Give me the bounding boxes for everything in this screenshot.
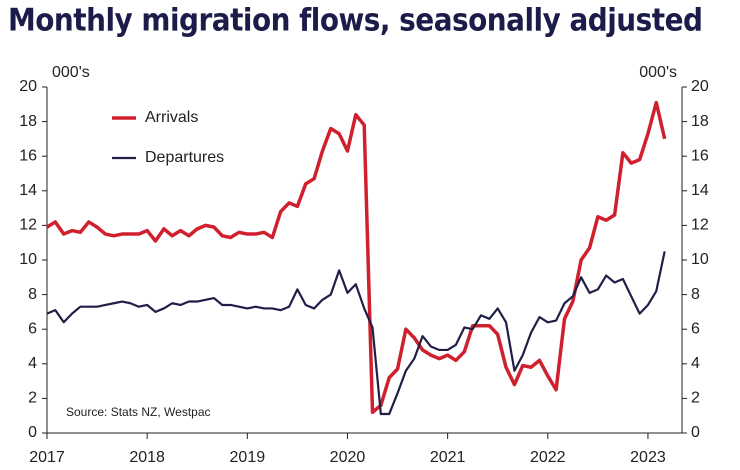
x-tick-label: 2022: [530, 449, 566, 466]
y2-tick-label: 4: [691, 355, 700, 372]
y-axis-unit: 000's: [52, 64, 90, 81]
y-tick-label: 8: [28, 286, 37, 303]
y-tick-label: 10: [19, 251, 37, 268]
y-tick-label: 20: [19, 78, 37, 95]
y-tick-label: 6: [28, 320, 37, 337]
y-tick-label: 16: [19, 147, 37, 164]
legend-label: Departures: [145, 149, 224, 166]
series-line: [46, 100, 667, 414]
series-line: [46, 251, 666, 416]
source-note: Source: Stats NZ, Westpac: [66, 405, 211, 419]
y2-tick-label: 16: [691, 147, 709, 164]
y-tick-label: 14: [19, 182, 37, 199]
y2-tick-label: 12: [691, 217, 709, 234]
x-tick-label: 2017: [29, 449, 65, 466]
y-tick-label: 2: [28, 390, 37, 407]
y2-tick-label: 20: [691, 78, 709, 95]
legend-label: Arrivals: [145, 109, 198, 126]
y2-tick-label: 8: [691, 286, 700, 303]
chart-title: Monthly migration flows, seasonally adju…: [8, 3, 702, 39]
y2-tick-label: 0: [691, 424, 700, 441]
y-tick-label: 0: [28, 424, 37, 441]
y-tick-label: 18: [19, 113, 37, 130]
y2-tick-label: 14: [691, 182, 709, 199]
y2-axis-unit: 000's: [639, 64, 677, 81]
x-tick-label: 2020: [330, 449, 366, 466]
y2-tick-label: 10: [691, 251, 709, 268]
x-tick-label: 2023: [630, 449, 666, 466]
y2-tick-label: 6: [691, 320, 700, 337]
x-tick-label: 2018: [129, 449, 165, 466]
y2-tick-label: 18: [691, 113, 709, 130]
y2-tick-label: 2: [691, 390, 700, 407]
x-tick-label: 2019: [230, 449, 266, 466]
x-tick-label: 2021: [430, 449, 466, 466]
y-tick-label: 12: [19, 217, 37, 234]
y-tick-label: 4: [28, 355, 37, 372]
